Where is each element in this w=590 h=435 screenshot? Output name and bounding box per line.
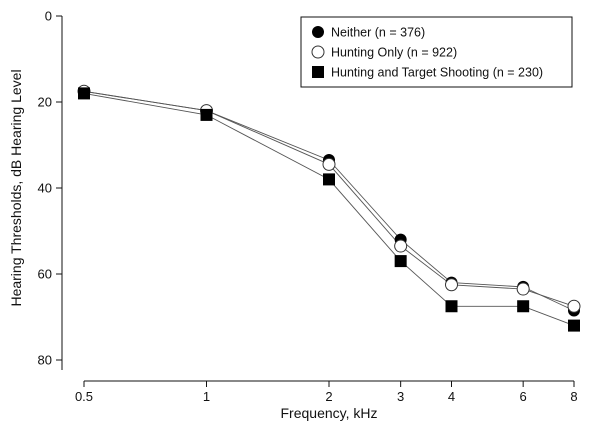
- series-line-hunting-only: [83, 90, 575, 307]
- data-point-hunting-only: [567, 299, 581, 313]
- y-ticks: 0 20 40 60 80: [38, 9, 62, 368]
- legend-marker-hunting-only: [311, 45, 325, 59]
- data-point-hunting-target-shooting: [200, 108, 213, 121]
- legend-box: [300, 16, 573, 88]
- data-point-hunting-only: [394, 239, 408, 253]
- data-point-hunting-target-shooting: [517, 300, 530, 313]
- y-tick-label: 80: [38, 353, 52, 368]
- legend-label-neither: Neither (n = 376): [331, 26, 425, 40]
- data-point-hunting-target-shooting: [568, 319, 580, 332]
- y-tick-label: 20: [38, 95, 52, 110]
- x-ticks: 0.5 1 2 3 4 6 8: [75, 381, 578, 404]
- x-tick-label: 3: [397, 389, 404, 404]
- x-tick-label: 1: [203, 389, 210, 404]
- legend-label-hunting-only: Hunting Only (n = 922): [331, 46, 457, 60]
- y-tick-label: 40: [38, 181, 52, 196]
- x-axis-title: Frequency, kHz: [281, 405, 378, 421]
- data-point-hunting-only: [445, 278, 458, 292]
- y-tick-label: 60: [38, 267, 52, 282]
- data-point-hunting-only: [322, 157, 336, 171]
- y-tick-label: 0: [45, 9, 52, 24]
- data-point-hunting-target-shooting: [323, 173, 335, 186]
- legend-marker-hunting-target: [312, 66, 324, 78]
- data-point-hunting-only: [516, 282, 530, 296]
- x-tick-label: 6: [520, 389, 527, 404]
- series-line-neither: [83, 90, 575, 312]
- series-layer: [77, 84, 581, 332]
- x-tick-label: 0.5: [75, 389, 93, 404]
- data-point-hunting-target-shooting: [78, 87, 90, 100]
- legend-label-hunting-target: Hunting and Target Shooting (n = 230): [331, 66, 543, 80]
- y-axis-title: Hearing Thresholds, dB Hearing Level: [8, 69, 24, 306]
- x-tick-label: 8: [570, 389, 577, 404]
- data-point-hunting-target-shooting: [445, 300, 458, 313]
- x-tick-label: 4: [448, 389, 455, 404]
- legend: Neither (n = 376) Hunting Only (n = 922)…: [300, 16, 573, 88]
- legend-marker-neither: [312, 26, 324, 38]
- x-tick-label: 2: [325, 389, 332, 404]
- series-line-hunting-target-shooting: [83, 92, 575, 327]
- data-point-hunting-target-shooting: [394, 255, 407, 268]
